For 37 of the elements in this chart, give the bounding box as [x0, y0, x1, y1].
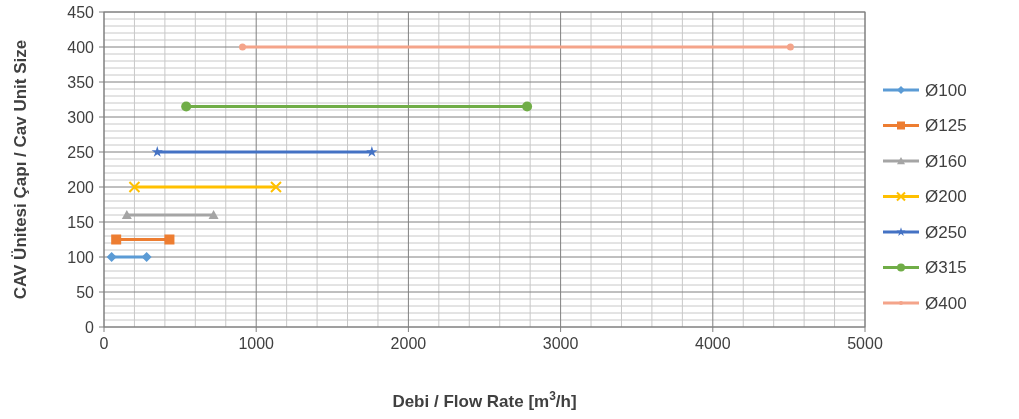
y-tick-label: 50 [76, 283, 95, 301]
point [181, 101, 192, 112]
legend-label: Ø200 [925, 187, 967, 207]
legend-label: Ø400 [925, 293, 967, 313]
point [269, 181, 282, 193]
legend-label: Ø160 [925, 151, 967, 171]
point [106, 252, 117, 262]
legend-label: Ø250 [925, 222, 967, 242]
y-tick-label: 250 [67, 143, 95, 161]
y-tick-label: 150 [67, 213, 95, 231]
x-tick-label: 0 [99, 335, 109, 352]
y-tick-label: 0 [85, 318, 95, 336]
x-tick-label: 2000 [390, 335, 427, 352]
legend-label: Ø100 [925, 80, 967, 100]
y-tick-label: 200 [67, 178, 95, 196]
x-tick-label: 3000 [542, 335, 579, 352]
x-axis-title: Debi / Flow Rate [m$^{3}$/h] [392, 389, 577, 411]
point [366, 146, 378, 157]
point [141, 252, 152, 262]
y-axis-title: CAV Ünitesi Çapı / Cav Unit Size [11, 39, 30, 300]
legend-label: Ø125 [925, 116, 967, 136]
point [128, 181, 141, 193]
point [111, 234, 122, 245]
point [522, 101, 533, 112]
y-tick-label: 300 [67, 108, 95, 126]
y-tick-label: 100 [67, 248, 95, 266]
y-tick-label: 350 [67, 73, 95, 91]
point [151, 146, 163, 157]
y-tick-label: 450 [67, 3, 95, 21]
legend-label: Ø315 [925, 258, 967, 278]
x-tick-label: 4000 [695, 335, 731, 352]
y-tick-label: 400 [67, 38, 95, 56]
x-tick-label: 1000 [238, 335, 275, 352]
point [786, 43, 794, 51]
point [164, 234, 175, 245]
point [239, 43, 246, 51]
x-tick-label: 5000 [847, 335, 883, 352]
